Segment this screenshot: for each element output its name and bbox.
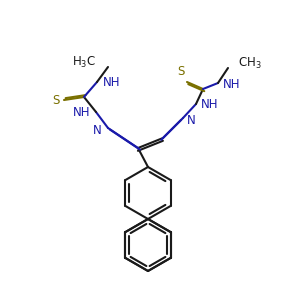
Text: S: S <box>52 94 60 107</box>
Text: N: N <box>93 124 102 136</box>
Text: N: N <box>187 113 196 127</box>
Text: S: S <box>178 65 185 78</box>
Text: H$_3$C: H$_3$C <box>72 54 96 70</box>
Text: NH: NH <box>73 106 90 119</box>
Text: NH: NH <box>223 79 241 92</box>
Text: CH$_3$: CH$_3$ <box>238 56 262 70</box>
Text: NH: NH <box>201 98 218 110</box>
Text: NH: NH <box>103 76 121 88</box>
